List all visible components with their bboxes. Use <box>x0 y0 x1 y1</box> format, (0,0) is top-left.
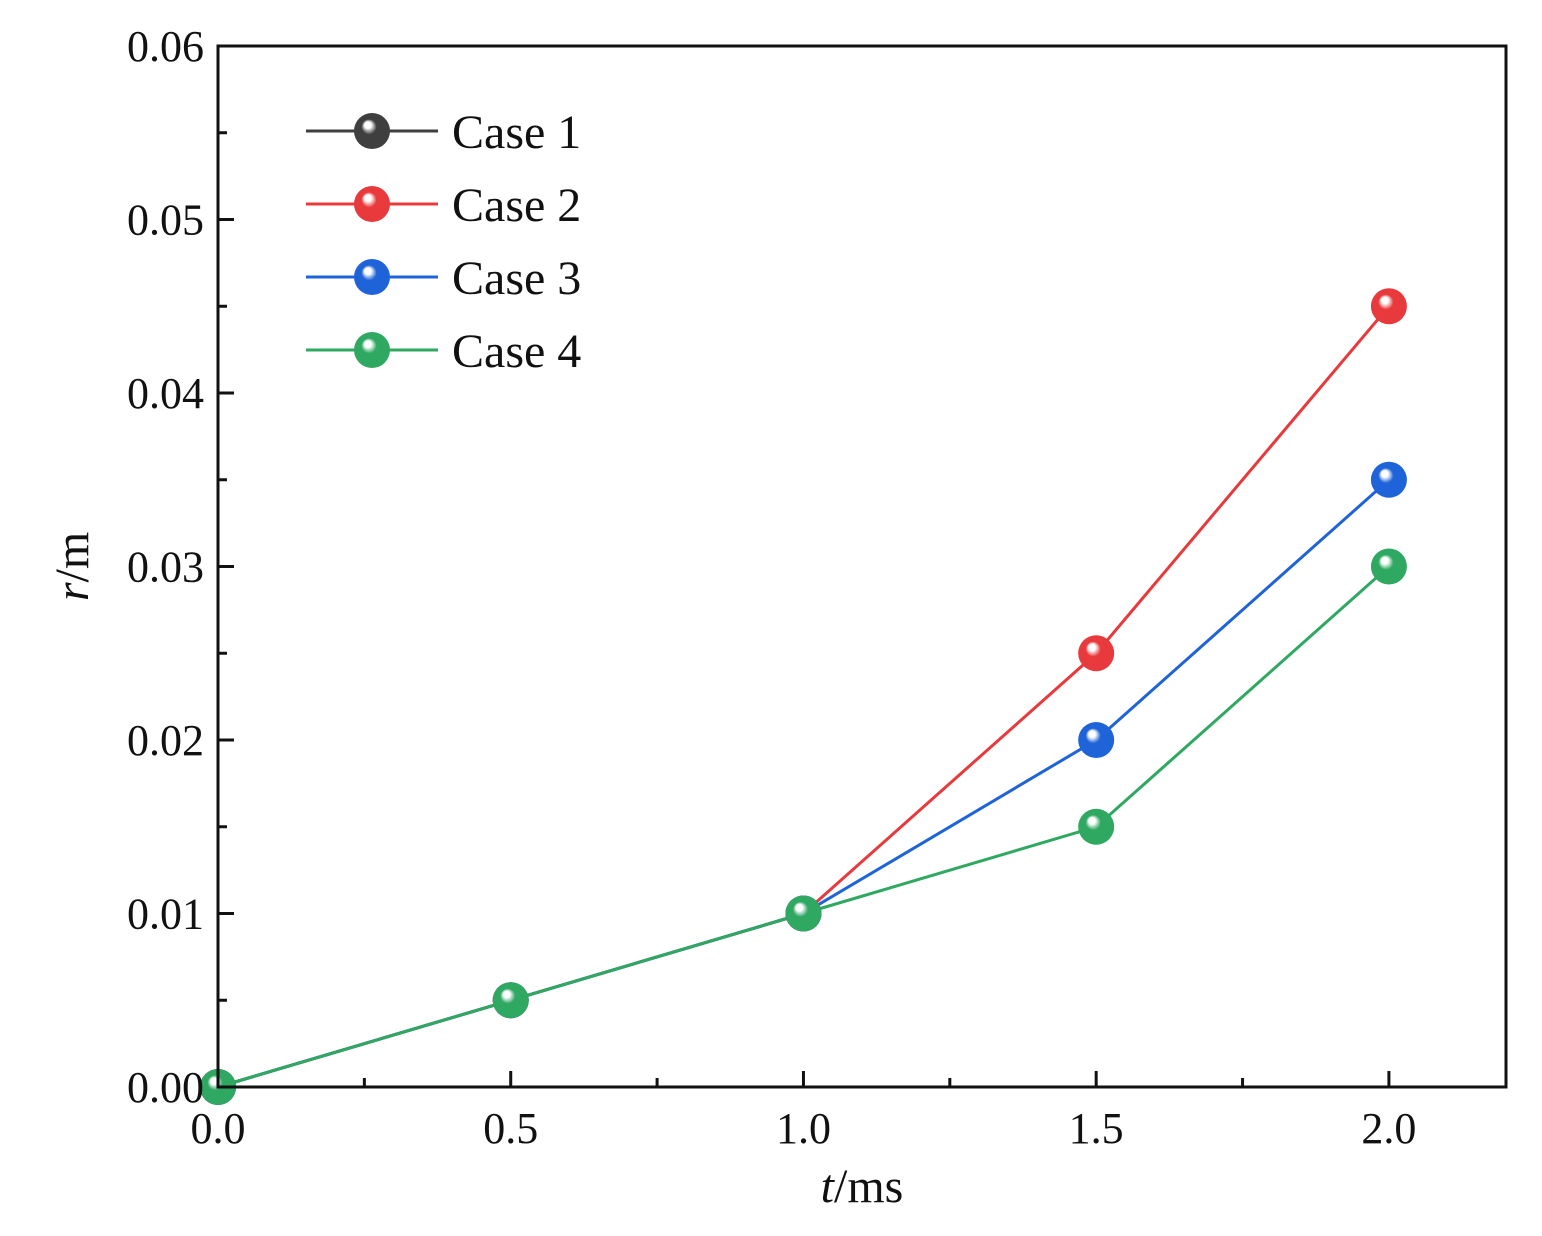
legend-item-case-3: Case 3 <box>306 252 581 305</box>
x-axis-unit: /ms <box>834 1160 903 1213</box>
legend-marker <box>354 113 390 149</box>
y-axis-unit: /m <box>46 532 99 583</box>
data-point-case-3 <box>1078 722 1115 758</box>
y-tick-label: 0.06 <box>127 22 204 71</box>
legend-marker <box>354 332 390 368</box>
legend-marker <box>354 186 390 222</box>
series-line-case-3 <box>217 478 1390 1089</box>
legend-item-case-4: Case 4 <box>306 325 581 378</box>
data-point-case-3 <box>1370 461 1407 498</box>
x-axis-variable: t <box>821 1160 836 1213</box>
y-tick-label: 0.00 <box>127 1063 204 1112</box>
plot-frame <box>216 44 1508 1089</box>
y-tick-label: 0.01 <box>127 890 204 939</box>
legend-label: Case 3 <box>452 252 581 305</box>
series-line-case-4 <box>217 565 1390 1089</box>
legend-item-case-2: Case 2 <box>306 179 581 232</box>
data-point-case-4 <box>1078 808 1115 845</box>
tick-labels: 0.0 0.5 1.0 1.5 2.0 0.00 0.01 0.02 0.03 0.04 0.05 0… <box>127 22 1416 1153</box>
y-tick-label: 0.03 <box>127 543 204 592</box>
legend: Case 1 Case 2 Case 3 Case 4 <box>306 106 581 378</box>
legend-label: Case 2 <box>452 179 581 232</box>
legend-label: Case 4 <box>452 325 581 378</box>
x-tick-label: 0.0 <box>191 1104 246 1153</box>
legend-label: Case 1 <box>452 106 581 159</box>
y-tick-label: 0.02 <box>127 716 204 765</box>
y-tick-label: 0.05 <box>127 196 204 245</box>
data-point-case-4 <box>492 982 529 1019</box>
y-tick-label: 0.04 <box>127 369 204 418</box>
x-tick-label: 1.5 <box>1069 1104 1124 1153</box>
data-point-case-2 <box>1078 635 1115 672</box>
x-tick-label: 0.5 <box>483 1104 538 1153</box>
data-point-case-4 <box>1370 548 1407 585</box>
data-point-case-2 <box>1370 288 1407 325</box>
x-tick-label: 2.0 <box>1361 1104 1416 1153</box>
legend-marker <box>354 259 390 295</box>
data-point-case-4 <box>785 895 822 932</box>
y-axis-title: r/m <box>46 532 99 601</box>
series-lines <box>217 305 1391 1089</box>
series-points <box>200 288 1407 1105</box>
y-axis-variable: r <box>46 582 99 601</box>
legend-item-case-1: Case 1 <box>306 106 581 159</box>
x-tick-label: 1.0 <box>776 1104 831 1153</box>
series-line-case-2 <box>217 305 1391 1089</box>
x-axis-title: t/ms <box>821 1160 904 1213</box>
